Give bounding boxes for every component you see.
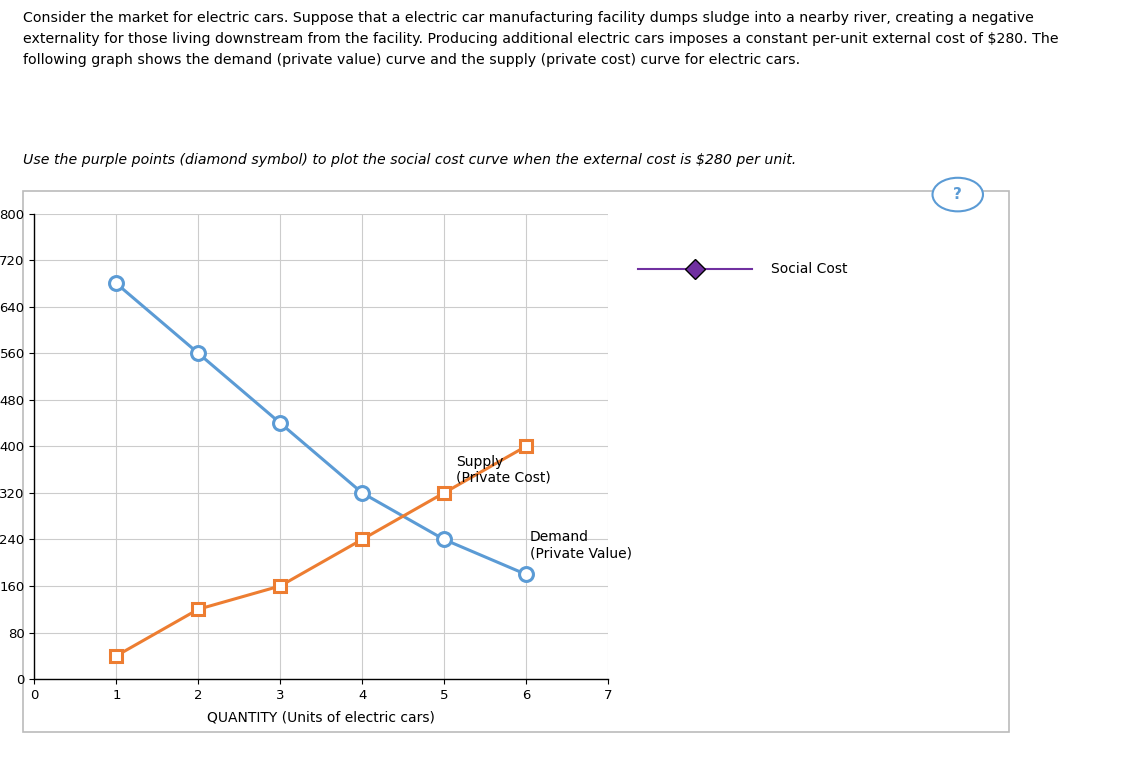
Text: Social Cost: Social Cost [771,262,848,276]
Text: Use the purple points (diamond symbol) to plot the social cost curve when the ex: Use the purple points (diamond symbol) t… [23,153,796,166]
Text: Demand
(Private Value): Demand (Private Value) [530,530,632,560]
Text: ?: ? [953,187,962,202]
Text: Supply
(Private Cost): Supply (Private Cost) [457,455,551,485]
Text: Consider the market for electric cars. Suppose that a electric car manufacturing: Consider the market for electric cars. S… [23,11,1059,66]
X-axis label: QUANTITY (Units of electric cars): QUANTITY (Units of electric cars) [208,710,435,724]
